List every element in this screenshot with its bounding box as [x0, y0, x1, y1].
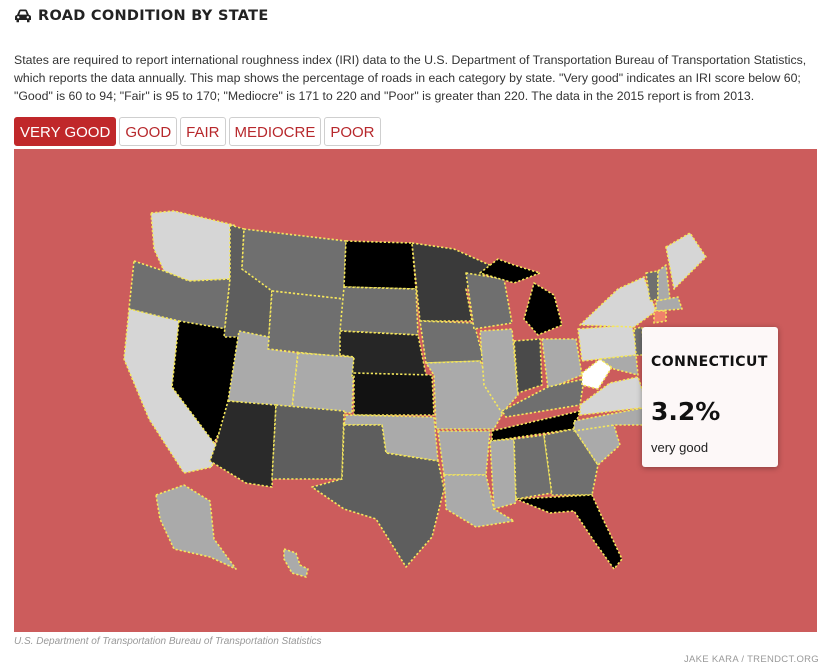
state-connecticut[interactable] — [653, 310, 667, 324]
state-pennsylvania[interactable] — [577, 324, 639, 362]
state-arkansas[interactable] — [437, 430, 491, 476]
state-new-mexico[interactable] — [271, 404, 345, 480]
car-icon — [15, 9, 31, 23]
state-washington[interactable] — [150, 210, 235, 282]
state-alaska[interactable] — [155, 484, 237, 570]
state-hawaii[interactable] — [283, 548, 309, 578]
page-header: ROAD CONDITION BY STATE — [14, 6, 269, 26]
state-massachusetts[interactable] — [655, 296, 683, 312]
state-kansas[interactable] — [353, 372, 435, 416]
state-north-dakota[interactable] — [343, 240, 417, 290]
tab-good[interactable]: GOOD — [119, 117, 178, 146]
state-maine[interactable] — [665, 232, 707, 290]
credit-line: JAKE KARA / TRENDCT.ORG — [683, 654, 819, 665]
state-tooltip: CONNECTICUT 3.2% very good — [642, 327, 778, 467]
state-montana[interactable] — [241, 228, 347, 300]
us-map: CONNECTICUT 3.2% very good — [14, 149, 817, 632]
state-mississippi[interactable] — [489, 438, 517, 510]
category-tabs: VERY GOOD GOOD FAIR MEDIOCRE POOR — [14, 117, 384, 146]
map-canvas — [123, 210, 707, 578]
state-north-carolina[interactable] — [573, 406, 651, 432]
tooltip-state-name: CONNECTICUT — [651, 354, 768, 370]
tab-mediocre[interactable]: MEDIOCRE — [228, 117, 322, 146]
state-new-hampshire[interactable] — [657, 264, 671, 302]
tooltip-value: 3.2% — [651, 397, 721, 426]
tab-very-good[interactable]: VERY GOOD — [14, 117, 117, 146]
description-text: States are required to report internatio… — [14, 53, 807, 103]
state-new-jersey[interactable] — [633, 326, 645, 356]
state-florida[interactable] — [515, 494, 623, 570]
state-michigan[interactable] — [523, 282, 563, 336]
tab-poor[interactable]: POOR — [324, 117, 381, 146]
tab-fair[interactable]: FAIR — [180, 117, 226, 146]
state-new-york[interactable] — [579, 276, 657, 328]
state-ohio[interactable] — [541, 338, 583, 390]
state-illinois[interactable] — [479, 328, 519, 414]
state-maryland[interactable] — [599, 354, 639, 376]
page-title: ROAD CONDITION BY STATE — [38, 8, 269, 24]
state-wisconsin[interactable] — [465, 272, 513, 330]
state-louisiana[interactable] — [443, 474, 515, 528]
tooltip-category: very good — [651, 440, 709, 455]
state-vermont[interactable] — [645, 270, 659, 302]
state-wyoming[interactable] — [267, 290, 345, 358]
state-michigan-upper[interactable] — [479, 258, 541, 284]
state-west-virginia[interactable] — [581, 358, 613, 390]
source-citation: U.S. Department of Transportation Bureau… — [14, 636, 322, 647]
state-colorado[interactable] — [291, 352, 355, 414]
state-indiana[interactable] — [513, 338, 543, 394]
state-kentucky[interactable] — [501, 378, 585, 418]
state-texas[interactable] — [311, 424, 445, 568]
state-south-dakota[interactable] — [339, 286, 419, 336]
state-nebraska[interactable] — [339, 330, 427, 378]
